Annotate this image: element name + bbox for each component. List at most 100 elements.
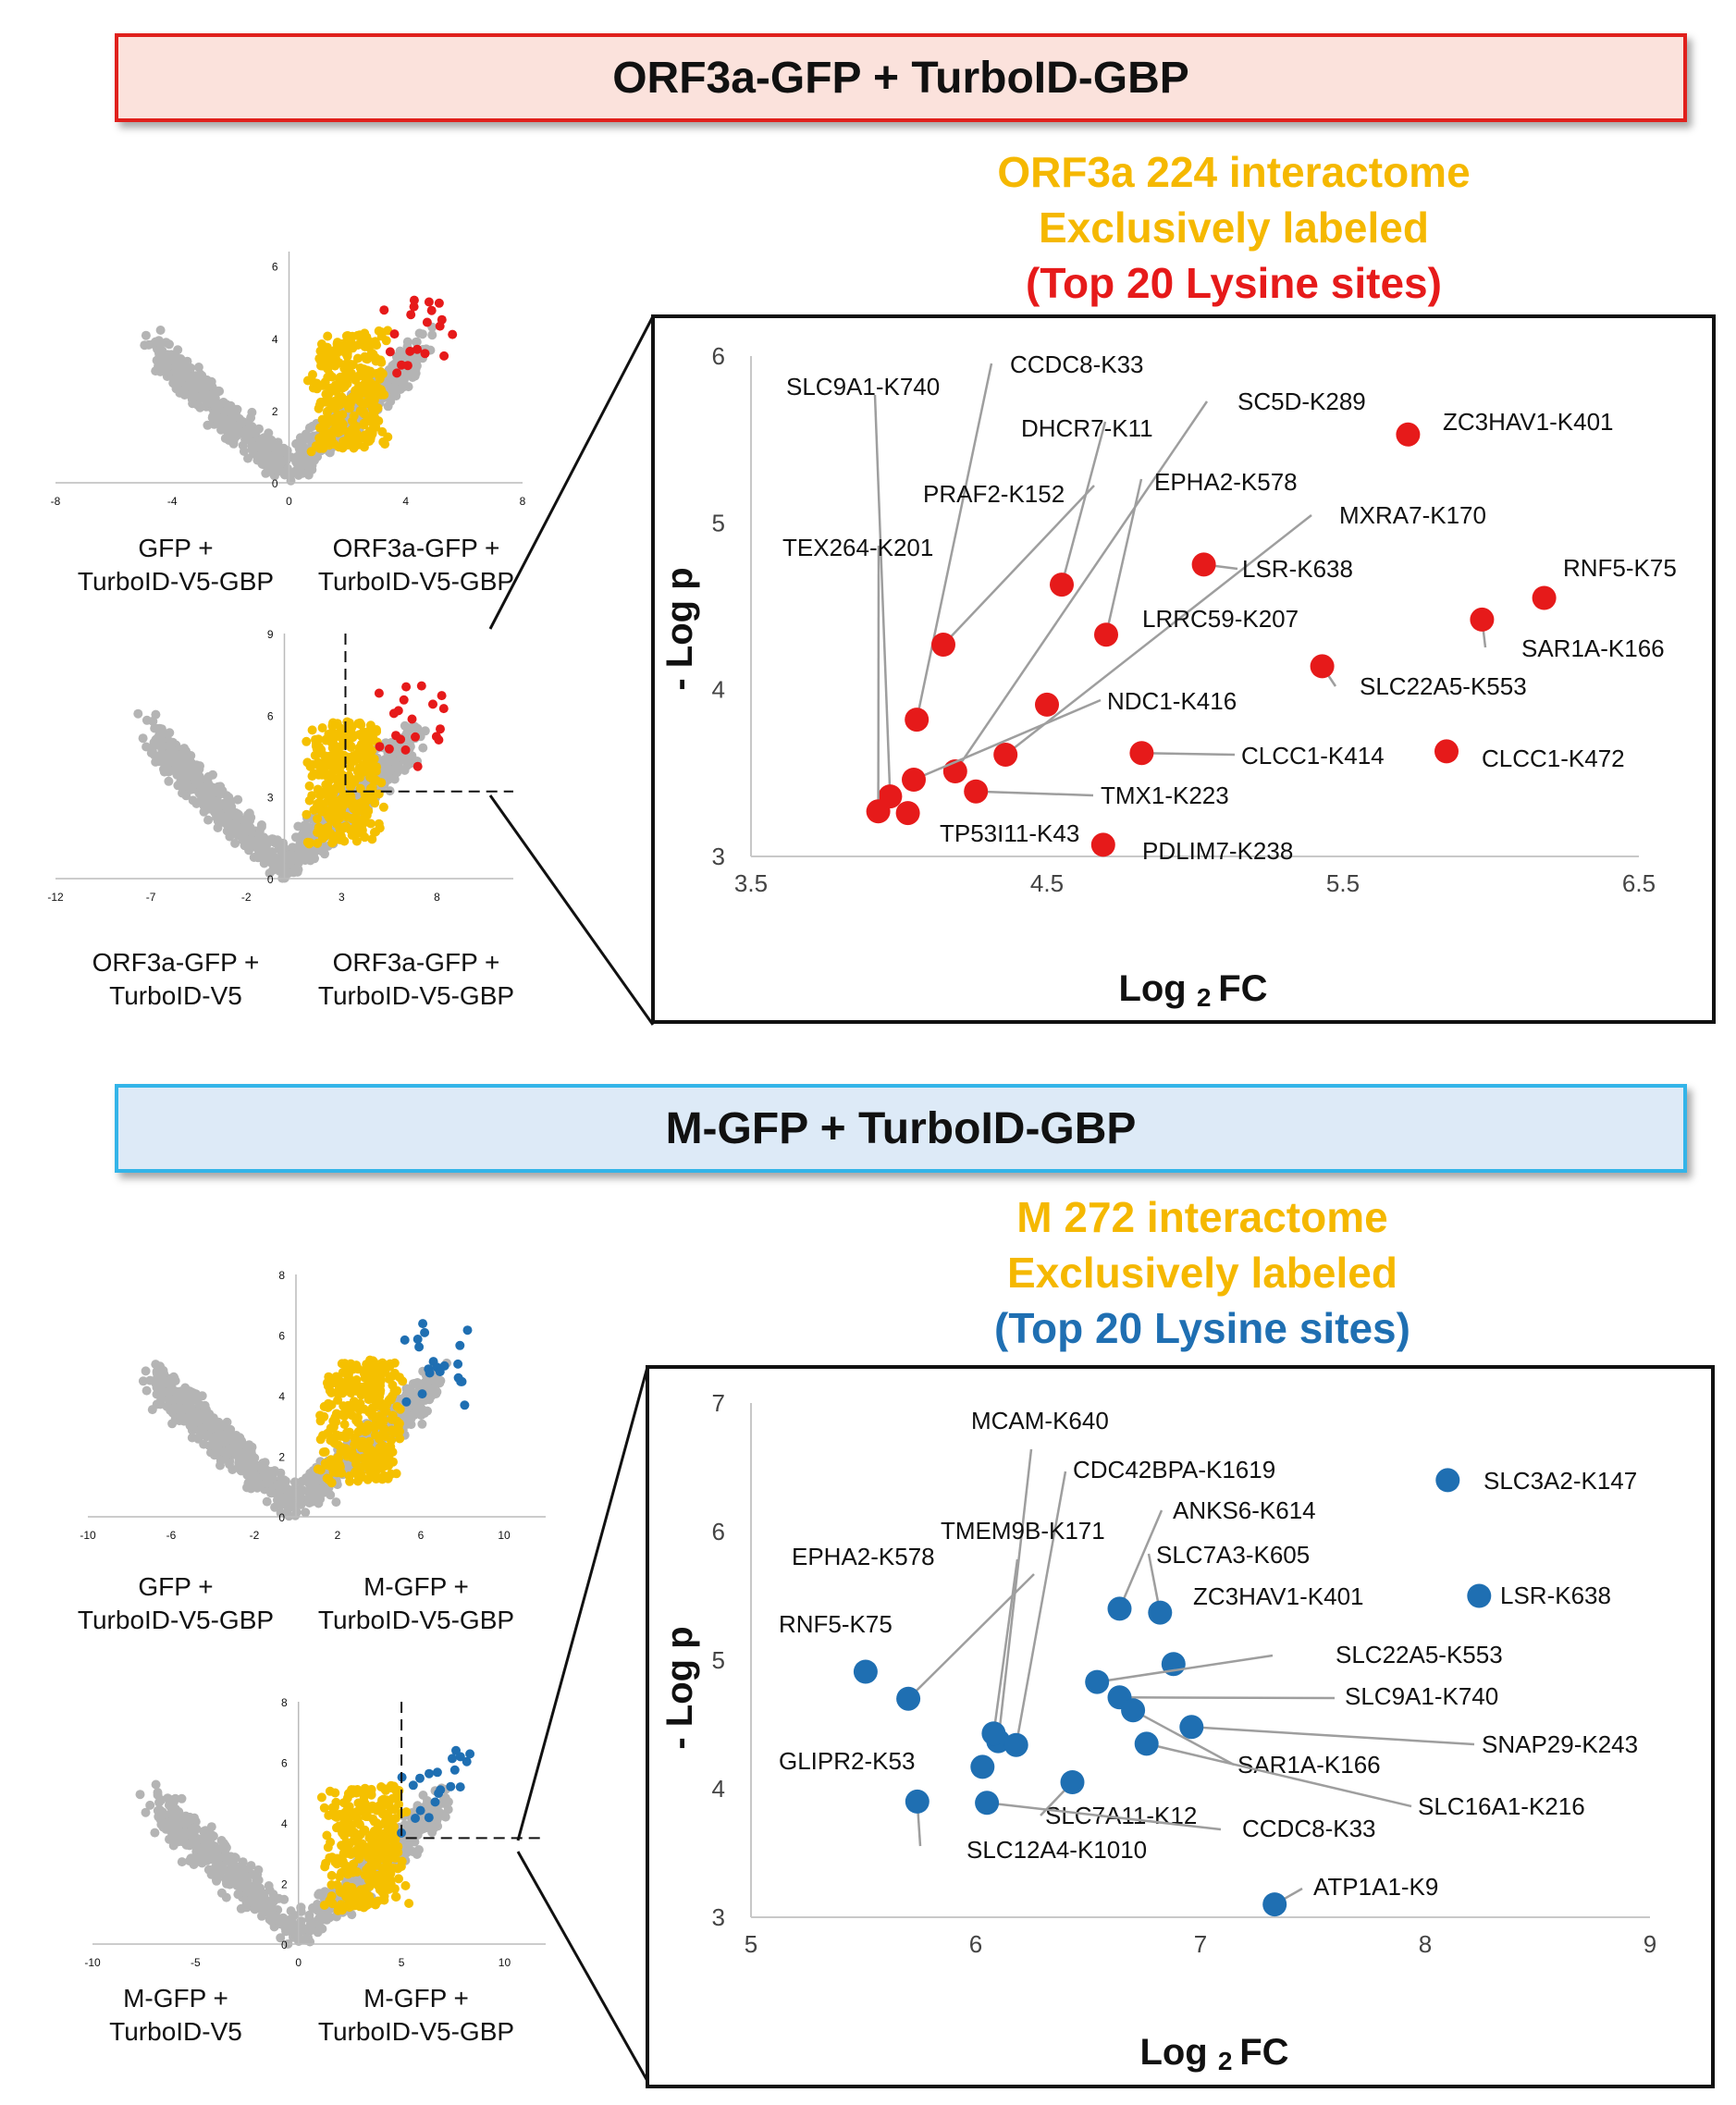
m_volcano1-background-point (225, 1429, 235, 1439)
orf3a_volcano1-background-point (155, 338, 166, 348)
orf3a_volcano2-x-tick-label: -2 (241, 891, 252, 904)
orf3a_volcano1-interactome-point (312, 384, 322, 394)
orf3a_volcano2-interactome-point (346, 757, 356, 767)
m_volcano1-background-point (406, 1420, 416, 1430)
orf3a_volcano1-x-tick-label: 8 (520, 495, 526, 508)
orf3a-heading-line3: (Top 20 Lysine sites) (1026, 259, 1442, 307)
m_volcano2-interactome-point (356, 1885, 366, 1895)
orf3a_volcano2-background-point (172, 769, 182, 780)
m_volcano1-top-site-point (439, 1360, 449, 1371)
m_volcano2-interactome-point (343, 1842, 352, 1853)
orf3a_volcano2-interactome-point (317, 723, 327, 732)
m_volcano1-interactome-point (325, 1385, 335, 1396)
orf3a_volcano2-top-site-point (393, 706, 403, 716)
m_volcano1-interactome-point (332, 1464, 342, 1474)
m_volcano1-left-caption: TurboID-V5-GBP (78, 1606, 274, 1634)
orf3a_volcano2-background-point (233, 794, 243, 805)
m_volcano1-interactome-point (388, 1380, 398, 1390)
orf3a_volcano1-background-point (193, 400, 203, 411)
m-heading-line2: Exclusively labeled (1007, 1249, 1397, 1297)
orf3a_volcano2-interactome-point (336, 723, 346, 733)
orf3a_volcano2-background-point (203, 771, 214, 782)
m_volcano1-background-point (141, 1366, 151, 1376)
orf3a_volcano2-background-point (218, 812, 228, 822)
orf3a_volcano1-top-site-point (426, 305, 437, 315)
orf3a_volcano2-background-point (207, 799, 217, 809)
m_volcano1-background-point (231, 1449, 241, 1459)
orf3a_volcano1-interactome-point (359, 420, 369, 430)
m_volcano1-interactome-point (375, 1454, 385, 1464)
orf3a_volcano1-interactome-point (365, 433, 376, 443)
m_volcano2-interactome-point (392, 1785, 401, 1795)
m_volcano1-background-point (204, 1441, 215, 1451)
m_volcano2-background-point (168, 1840, 179, 1851)
m_volcano2-interactome-point (361, 1812, 371, 1822)
orf3a_volcano1-x-tick-label: -8 (51, 495, 61, 508)
orf3a_volcano1-background-point (303, 470, 314, 480)
m_volcano1-interactome-point (354, 1405, 364, 1415)
m_volcano1-interactome-point (322, 1378, 332, 1388)
m_volcano2-interactome-point (326, 1880, 337, 1890)
orf3a_volcano1-interactome-point (314, 353, 325, 363)
m_volcano1-background-point (413, 1408, 424, 1418)
orf3a_volcano2-interactome-point (302, 736, 312, 746)
m_volcano1-background-point (417, 1419, 427, 1429)
orf3a_volcano1-background-point (259, 433, 269, 443)
m_volcano2-interactome-point (360, 1870, 370, 1880)
orf3a_volcano2-interactome-point (365, 793, 376, 803)
m_volcano1-interactome-point (331, 1417, 340, 1427)
orf3a_volcano2-interactome-point (307, 791, 317, 801)
m_volcano2-background-point (423, 1796, 432, 1805)
orf3a_volcano1-top-site-point (392, 368, 402, 378)
m_volcano1-background-point (207, 1423, 217, 1434)
m_volcano1-background-point (253, 1473, 264, 1483)
m_volcano1-background-point (234, 1463, 244, 1473)
orf3a_volcano2-top-site-point (412, 761, 423, 771)
orf3a_volcano2-background-point (133, 708, 143, 719)
m-interactome-heading: M 272 interactome Exclusively labeled (T… (740, 1189, 1665, 1356)
m_volcano2-interactome-point (330, 1788, 340, 1798)
m_volcano2-background-point (225, 1877, 235, 1888)
orf3a_volcano1-background-point (169, 355, 179, 365)
m_volcano2-interactome-point (400, 1880, 411, 1890)
m_volcano2-top-site-point (424, 1813, 434, 1823)
orf3a_volcano2-top-site-point (374, 688, 384, 698)
orf3a_volcano1-interactome-point (345, 334, 355, 344)
orf3a_volcano1-background-point (218, 398, 228, 408)
orf3a-section-banner: ORF3a-GFP + TurboID-GBP (115, 33, 1687, 122)
orf3a_volcano1-top-site-point (385, 347, 395, 357)
m_volcano2-interactome-point (345, 1895, 355, 1905)
m_volcano1-background-point (187, 1409, 197, 1420)
m_volcano1-interactome-point (337, 1409, 347, 1420)
m_volcano1-interactome-point (360, 1426, 370, 1436)
orf3a_volcano2-right-caption: TurboID-V5-GBP (318, 981, 514, 1010)
orf3a_volcano1-interactome-point (369, 386, 379, 396)
m_volcano1-background-point (244, 1440, 254, 1450)
orf3a_volcano2-interactome-point (339, 822, 349, 832)
orf3a_volcano2-interactome-point (364, 752, 375, 762)
orf3a_volcano2-background-point (231, 812, 241, 822)
orf3a_volcano2-y-tick-label: 0 (267, 873, 274, 886)
orf3a-connector-bottom (488, 794, 655, 1026)
m_volcano1-background-point (215, 1434, 226, 1445)
m_volcano1-top-site-point (460, 1400, 470, 1410)
m_volcano1-interactome-point (349, 1383, 359, 1392)
orf3a_volcano2-interactome-point (322, 806, 332, 816)
m_volcano2-interactome-point (359, 1826, 369, 1836)
orf3a_volcano2-interactome-point (310, 750, 320, 760)
orf3a_volcano2-interactome-point (351, 749, 362, 759)
orf3a_volcano1-interactome-point (326, 383, 336, 393)
m_volcano2-background-point (246, 1861, 256, 1871)
orf3a_volcano2-interactome-point (355, 769, 365, 780)
orf3a_volcano1-y-tick-label: 4 (272, 333, 278, 346)
orf3a-heading-line1: ORF3a 224 interactome (997, 148, 1471, 196)
orf3a_volcano2-background-point (232, 821, 242, 831)
orf3a_volcano1-interactome-point (339, 363, 350, 374)
orf3a_volcano1-background-point (187, 394, 197, 404)
orf3a_volcano1-background-point (293, 470, 303, 480)
zoom-connector-lines (488, 315, 655, 2082)
orf3a_volcano2-background-point (150, 750, 160, 760)
orf3a_volcano2-interactome-point (312, 737, 322, 747)
m_volcano2-background-point (170, 1816, 180, 1826)
